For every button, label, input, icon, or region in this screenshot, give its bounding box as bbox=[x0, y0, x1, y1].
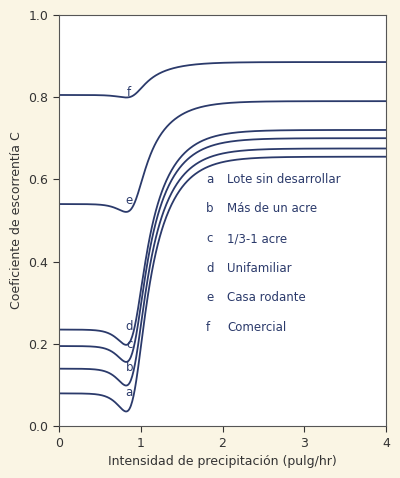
Text: b: b bbox=[206, 203, 214, 216]
Text: Lote sin desarrollar: Lote sin desarrollar bbox=[228, 173, 341, 186]
Y-axis label: Coeficiente de escorrentía C: Coeficiente de escorrentía C bbox=[10, 131, 23, 309]
Text: e: e bbox=[126, 194, 133, 207]
Text: Comercial: Comercial bbox=[228, 321, 287, 334]
Text: a: a bbox=[206, 173, 213, 186]
Text: 1/3-1 acre: 1/3-1 acre bbox=[228, 232, 288, 245]
Text: Unifamiliar: Unifamiliar bbox=[228, 262, 292, 275]
Text: Más de un acre: Más de un acre bbox=[228, 203, 318, 216]
Text: a: a bbox=[126, 386, 133, 399]
Text: d: d bbox=[125, 320, 133, 333]
X-axis label: Intensidad de precipitación (pulg/hr): Intensidad de precipitación (pulg/hr) bbox=[108, 455, 337, 468]
Text: e: e bbox=[206, 292, 213, 304]
Text: c: c bbox=[126, 338, 132, 351]
Text: d: d bbox=[206, 262, 214, 275]
Text: f: f bbox=[127, 87, 131, 99]
Text: c: c bbox=[206, 232, 212, 245]
Text: f: f bbox=[206, 321, 210, 334]
Text: Casa rodante: Casa rodante bbox=[228, 292, 306, 304]
Text: b: b bbox=[125, 361, 133, 374]
